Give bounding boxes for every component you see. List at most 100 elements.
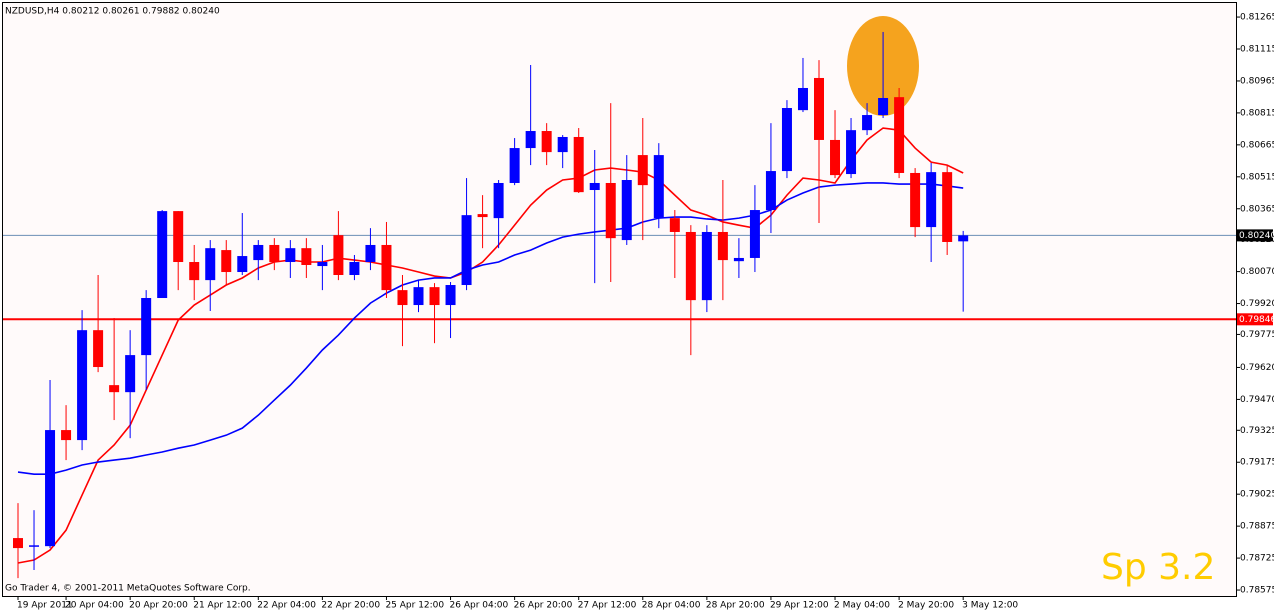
marks <box>3 31 1236 579</box>
candle-body <box>878 97 889 116</box>
y-tick-label: 0.79920 <box>1240 299 1274 309</box>
y-tick-label: 0.78575 <box>1240 586 1274 596</box>
candle-body <box>93 330 104 368</box>
x-tick-label: 21 Apr 12:00 <box>193 601 252 611</box>
candle-body <box>173 211 184 263</box>
y-tick-label: 0.79025 <box>1240 490 1274 500</box>
candle-body <box>541 131 552 153</box>
candle-body <box>429 287 440 306</box>
x-tick-label: 2 May 20:00 <box>898 601 954 611</box>
candle-body <box>205 248 216 281</box>
candle-body <box>269 244 280 263</box>
x-tick-label: 28 Apr 20:00 <box>706 601 765 611</box>
candle-body <box>157 211 168 299</box>
price-label: 0.80240 <box>1239 231 1274 241</box>
candle-body <box>333 235 344 276</box>
y-tick-label: 0.80515 <box>1240 172 1274 182</box>
y-tick-label: 0.79775 <box>1240 330 1274 340</box>
candle-body <box>942 172 953 242</box>
price-label-box <box>1237 313 1273 326</box>
candle-body <box>797 87 808 111</box>
candle-body <box>365 244 376 263</box>
candle-body <box>637 155 648 186</box>
candle-body <box>701 231 712 301</box>
candle-body <box>45 430 56 547</box>
y-tick-label: 0.81115 <box>1240 45 1274 55</box>
candle-body <box>653 155 664 219</box>
price-label: 0.79846 <box>1239 315 1274 325</box>
x-tick-label: 19 Apr 2011 <box>17 601 73 611</box>
chart-title: NZDUSD,H4 0.80212 0.80261 0.79882 0.8024… <box>5 7 220 17</box>
x-tick-label: 3 May 12:00 <box>962 601 1018 611</box>
candle-body <box>445 285 456 306</box>
candle-body <box>125 355 136 393</box>
candle-body <box>685 231 696 301</box>
candle-body <box>349 262 360 276</box>
x-tick-label: 27 Apr 12:00 <box>578 601 637 611</box>
x-tick-label: 25 Apr 12:00 <box>385 601 444 611</box>
candle-body <box>830 139 841 176</box>
indicator-line <box>17 127 964 564</box>
y-tick-label: 0.81265 <box>1240 13 1274 23</box>
plot-area <box>2 2 1237 597</box>
candle-body <box>605 182 616 239</box>
candle-body <box>525 131 536 149</box>
x-tick-label: 26 Apr 20:00 <box>514 601 573 611</box>
candle-body <box>109 385 120 393</box>
y-tick-label: 0.79470 <box>1240 395 1274 405</box>
candle-body <box>749 210 760 258</box>
candle-body <box>397 290 408 306</box>
x-tick-label: 2 May 04:00 <box>834 601 890 611</box>
candle-body <box>477 214 488 218</box>
candle-body <box>862 115 873 131</box>
candle-body <box>381 244 392 291</box>
y-tick-label: 0.78725 <box>1240 554 1274 564</box>
candle-body <box>557 136 568 153</box>
y-tick-label: 0.80665 <box>1240 140 1274 150</box>
candle-body <box>221 250 232 273</box>
y-tick-label: 0.80815 <box>1240 108 1274 118</box>
y-tick-label: 0.80965 <box>1240 76 1274 86</box>
candle-body <box>413 287 424 306</box>
y-tick-label: 0.79325 <box>1240 426 1274 436</box>
candle-body <box>189 262 200 281</box>
candle-body <box>781 108 792 172</box>
candle-body <box>301 248 312 265</box>
candle-body <box>573 136 584 193</box>
x-tick-label: 28 Apr 04:00 <box>642 601 701 611</box>
candle-body <box>846 130 857 175</box>
indicator-line <box>17 182 964 475</box>
x-tick-label: 22 Apr 04:00 <box>257 601 316 611</box>
candle-body <box>814 77 824 140</box>
candle-body <box>765 171 776 211</box>
candle-body <box>926 172 937 228</box>
candle-body <box>77 330 88 441</box>
candle-body <box>894 97 905 173</box>
price-label-box <box>1237 229 1273 242</box>
x-tick-label: 20 Apr 04:00 <box>65 601 124 611</box>
y-tick-label: 0.80070 <box>1240 267 1274 277</box>
candle-body <box>621 180 632 241</box>
candle-body <box>13 538 23 549</box>
candle-body <box>958 235 969 242</box>
y-tick-label: 0.78875 <box>1240 522 1274 532</box>
candle-body <box>669 218 680 232</box>
x-tick-label: 26 Apr 04:00 <box>450 601 509 611</box>
x-tick-label: 29 Apr 12:00 <box>770 601 829 611</box>
candle-body <box>910 172 921 228</box>
candle-body <box>29 545 40 547</box>
candle-body <box>509 148 520 183</box>
candle-body <box>237 256 248 273</box>
copyright: Go Trader 4, © 2001-2011 MetaQuotes Soft… <box>5 584 251 594</box>
sp-annotation: Sp 3.2 <box>1101 547 1215 588</box>
y-tick-label: 0.79620 <box>1240 363 1274 373</box>
candle-body <box>493 182 504 219</box>
y-tick-label: 0.79175 <box>1240 458 1274 468</box>
candle-body <box>733 257 744 262</box>
x-tick-label: 20 Apr 20:00 <box>129 601 188 611</box>
x-tick-label: 22 Apr 20:00 <box>321 601 380 611</box>
candle-body <box>589 182 600 191</box>
candle-body <box>285 248 296 263</box>
